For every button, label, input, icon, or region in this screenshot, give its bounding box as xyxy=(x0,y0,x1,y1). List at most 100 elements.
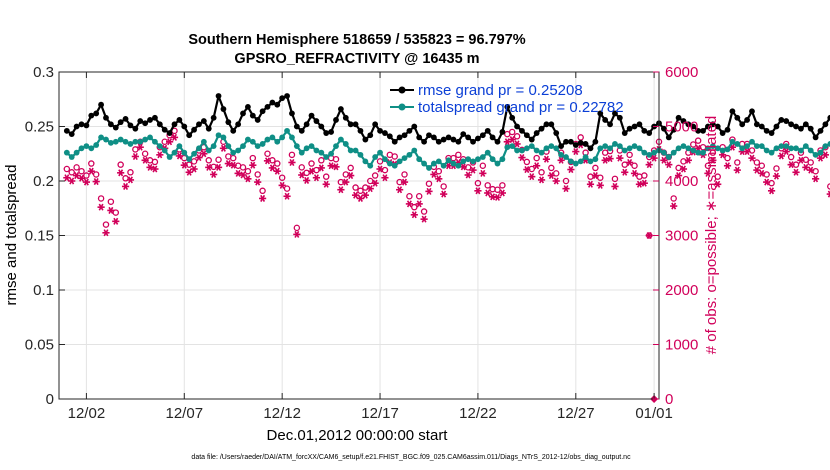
obs-possible-point xyxy=(670,195,677,202)
x-tick-label: 12/02 xyxy=(68,405,106,422)
obs-assimilated-point xyxy=(117,169,125,177)
rmse-point xyxy=(337,106,344,112)
totalspread-point xyxy=(758,143,765,150)
rmse-point xyxy=(103,114,109,121)
obs-possible-point xyxy=(415,193,423,200)
totalspread-point xyxy=(117,136,124,143)
obs-possible-point xyxy=(435,167,443,175)
totalspread-point xyxy=(63,149,70,156)
x-tick-label: 12/07 xyxy=(166,405,204,422)
obs-possible-point xyxy=(709,149,717,156)
totalspread-point xyxy=(509,143,516,150)
rmse-point xyxy=(122,115,129,122)
totalspread-point xyxy=(78,145,85,152)
rmse-point xyxy=(313,118,320,124)
obs-possible-point xyxy=(406,193,413,200)
obs-assimilated-point xyxy=(503,138,511,146)
totalspread-point xyxy=(817,149,824,156)
rmse-point xyxy=(563,138,569,145)
obs-possible-point xyxy=(357,187,364,195)
rmse-point xyxy=(568,138,574,145)
rmse-point xyxy=(739,121,746,128)
obs-assimilated-point xyxy=(239,171,247,179)
rmse-point xyxy=(396,134,403,141)
totalspread-point xyxy=(616,143,623,150)
obs-possible-point xyxy=(88,160,95,167)
totalspread-point xyxy=(460,158,467,165)
rmse-point xyxy=(734,114,741,121)
rmse-point xyxy=(132,125,139,132)
obs-assimilated-point xyxy=(356,194,365,202)
totalspread-point xyxy=(528,143,535,150)
rmse-point xyxy=(382,130,388,136)
obs-assimilated-point xyxy=(396,186,404,194)
totalspread-point xyxy=(577,158,584,165)
rmse-point xyxy=(484,127,491,134)
rmse-point xyxy=(499,129,506,135)
rmse-point xyxy=(83,122,90,129)
totalspread-point xyxy=(631,143,638,150)
rmse-point xyxy=(802,121,809,128)
totalspread-point xyxy=(793,145,799,152)
totalspread-point xyxy=(705,145,711,152)
totalspread-point xyxy=(240,143,246,150)
totalspread-point xyxy=(523,145,530,152)
obs-possible-point xyxy=(293,224,301,232)
totalspread-point xyxy=(724,146,731,153)
rmse-point xyxy=(333,117,339,123)
obs-assimilated-point xyxy=(400,178,409,186)
totalspread-point xyxy=(156,143,163,150)
obs-assimilated-point xyxy=(821,151,829,159)
obs-possible-point xyxy=(626,151,633,159)
obs-assimilated-point xyxy=(440,190,448,198)
totalspread-point xyxy=(147,134,153,141)
obs-assimilated-point xyxy=(288,158,296,166)
obs-assimilated-point xyxy=(679,165,688,173)
rmse-point xyxy=(798,125,804,132)
data-file-footer: data file: /Users/raeder/DAI/ATM_forcXX/… xyxy=(191,454,631,461)
totalspread-point xyxy=(558,151,565,158)
obs-possible-point xyxy=(92,171,100,178)
obs-assimilated-point xyxy=(562,185,570,193)
obs-assimilated-point xyxy=(258,194,267,202)
rmse-point xyxy=(714,123,721,130)
rmse-point xyxy=(558,143,565,150)
obs-assimilated-point xyxy=(351,191,360,199)
obs-assimilated-point xyxy=(244,175,252,183)
legend-label-rmse: rmse grand pr = 0.25208 xyxy=(418,82,583,99)
totalspread-point xyxy=(411,147,418,154)
totalspread-point xyxy=(734,141,741,147)
totalspread-point xyxy=(822,143,829,150)
totalspread-point xyxy=(323,154,330,160)
rmse-point xyxy=(147,117,153,123)
rmse-point xyxy=(347,121,354,128)
totalspread-point xyxy=(225,143,232,150)
obs-possible-point xyxy=(621,161,628,168)
obs-assimilated-point xyxy=(767,187,776,195)
obs-possible-point xyxy=(63,165,71,173)
obs-possible-point xyxy=(332,155,340,163)
rmse-point xyxy=(200,118,207,124)
obs-possible-point xyxy=(190,158,198,165)
rmse-point xyxy=(240,110,246,117)
totalspread-point xyxy=(210,143,217,150)
totalspread-point xyxy=(391,162,398,169)
rmse-point xyxy=(587,145,594,152)
obs-possible-point xyxy=(264,150,271,157)
rmse-point xyxy=(783,118,790,124)
rmse-point xyxy=(137,118,144,124)
y-tick-label: 0.25 xyxy=(25,119,54,136)
legend-label-spread: totalspread grand pr = 0.22782 xyxy=(418,99,624,116)
totalspread-point xyxy=(538,149,545,156)
obs-assimilated-point xyxy=(557,156,565,164)
obs-possible-point xyxy=(694,137,702,144)
totalspread-point xyxy=(475,156,481,163)
rmse-point xyxy=(63,127,70,134)
obs-assimilated-point xyxy=(312,174,321,182)
totalspread-point xyxy=(293,143,300,150)
obs-possible-point xyxy=(362,184,369,191)
obs-assimilated-point xyxy=(758,169,766,177)
obs-assimilated-point xyxy=(508,136,516,144)
rmse-point xyxy=(117,119,124,126)
obs-assimilated-point xyxy=(709,156,717,164)
